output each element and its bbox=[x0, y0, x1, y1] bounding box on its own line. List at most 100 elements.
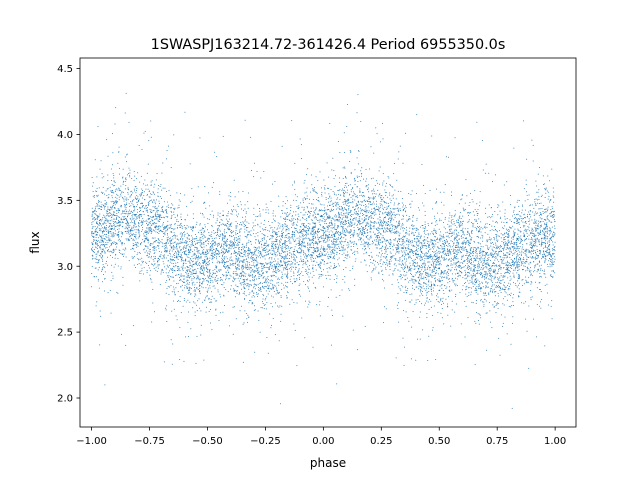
data-point bbox=[271, 275, 273, 277]
data-point bbox=[203, 278, 205, 280]
data-point bbox=[462, 233, 464, 235]
data-point bbox=[243, 288, 245, 290]
data-point bbox=[323, 187, 325, 189]
data-point bbox=[434, 230, 436, 232]
data-point bbox=[466, 268, 468, 270]
data-point bbox=[245, 245, 247, 247]
data-point bbox=[246, 318, 248, 320]
data-point bbox=[128, 239, 130, 241]
data-point bbox=[136, 187, 138, 189]
data-point bbox=[428, 299, 430, 301]
data-point bbox=[448, 226, 450, 228]
data-point bbox=[470, 261, 472, 263]
data-point bbox=[520, 235, 522, 237]
data-point bbox=[189, 287, 191, 289]
data-point bbox=[151, 193, 153, 195]
data-point bbox=[356, 157, 358, 159]
data-point bbox=[322, 210, 324, 212]
data-point bbox=[357, 176, 359, 178]
data-point bbox=[334, 186, 336, 188]
data-point bbox=[481, 277, 483, 279]
data-point bbox=[423, 281, 425, 283]
data-point bbox=[148, 196, 150, 198]
data-point bbox=[474, 364, 476, 366]
data-point bbox=[485, 227, 487, 229]
data-point bbox=[500, 267, 502, 269]
data-point bbox=[198, 284, 200, 286]
data-point bbox=[517, 266, 519, 268]
data-point bbox=[240, 305, 242, 307]
data-point bbox=[194, 226, 196, 228]
data-point bbox=[188, 284, 190, 286]
data-point bbox=[492, 181, 494, 183]
data-point bbox=[207, 223, 209, 225]
data-point bbox=[436, 239, 437, 241]
data-point bbox=[505, 228, 507, 230]
data-point bbox=[432, 260, 434, 262]
data-point bbox=[531, 241, 533, 243]
data-point bbox=[385, 192, 387, 194]
data-point bbox=[212, 261, 214, 263]
data-point bbox=[368, 201, 370, 203]
data-point bbox=[483, 265, 485, 267]
data-point bbox=[221, 245, 223, 247]
data-point bbox=[448, 243, 450, 245]
data-point bbox=[322, 237, 324, 239]
data-point bbox=[141, 242, 143, 244]
data-point bbox=[423, 288, 425, 290]
data-point bbox=[402, 286, 404, 288]
data-point bbox=[489, 259, 491, 261]
data-point bbox=[466, 239, 468, 241]
data-point bbox=[421, 244, 423, 246]
data-point bbox=[436, 299, 438, 301]
data-point bbox=[323, 239, 325, 241]
data-point bbox=[462, 246, 464, 248]
data-point bbox=[113, 201, 115, 203]
data-point bbox=[204, 299, 206, 301]
data-point bbox=[374, 210, 376, 212]
data-point bbox=[253, 262, 255, 264]
data-point bbox=[165, 281, 167, 283]
data-point bbox=[184, 248, 186, 250]
data-point bbox=[106, 219, 108, 221]
data-point bbox=[144, 130, 146, 132]
data-point bbox=[374, 214, 375, 216]
data-point bbox=[214, 151, 216, 153]
data-point bbox=[105, 227, 107, 229]
data-point bbox=[298, 248, 300, 250]
data-point bbox=[456, 220, 458, 222]
data-point bbox=[418, 279, 420, 281]
data-point bbox=[484, 232, 486, 234]
data-point bbox=[259, 283, 261, 285]
data-point bbox=[316, 246, 318, 248]
data-point bbox=[214, 277, 216, 279]
data-point bbox=[178, 204, 180, 206]
data-point bbox=[272, 235, 274, 237]
data-point bbox=[442, 289, 444, 291]
data-point bbox=[358, 176, 360, 178]
data-point bbox=[367, 234, 369, 236]
data-point bbox=[146, 207, 148, 209]
data-point bbox=[91, 234, 93, 236]
data-point bbox=[135, 234, 137, 236]
data-point bbox=[253, 213, 255, 215]
data-point bbox=[199, 137, 201, 139]
data-point bbox=[133, 217, 135, 219]
data-point bbox=[407, 281, 409, 283]
data-point bbox=[214, 268, 216, 270]
data-point bbox=[216, 258, 218, 260]
data-point bbox=[267, 352, 269, 354]
data-point bbox=[327, 226, 329, 228]
data-point bbox=[126, 161, 128, 163]
data-point bbox=[200, 310, 202, 312]
data-point bbox=[284, 261, 286, 263]
data-point bbox=[207, 276, 209, 278]
data-point bbox=[311, 256, 313, 258]
data-point bbox=[139, 280, 141, 282]
data-point bbox=[454, 311, 456, 313]
data-point bbox=[365, 168, 367, 170]
data-point bbox=[318, 273, 320, 275]
data-point bbox=[147, 201, 149, 203]
data-point bbox=[436, 188, 438, 190]
data-point bbox=[460, 199, 462, 201]
